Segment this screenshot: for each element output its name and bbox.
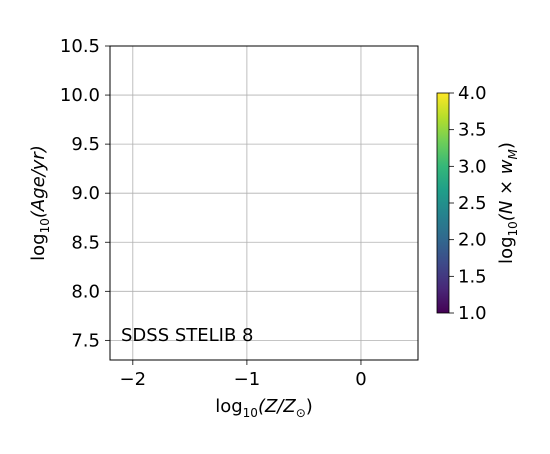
y-axis-label-prefix: log (28, 233, 49, 260)
y-tick-label: 10.5 (60, 36, 100, 57)
grid-lines (110, 45, 418, 360)
colorbar-tick-label: 4.0 (458, 83, 487, 104)
colorbar-tick-label: 3.0 (458, 156, 487, 177)
colorbar-label: log10(N × wM) (496, 142, 520, 264)
y-tick-label: 7.5 (71, 330, 100, 351)
y-axis-label-body: (Age/yr) (28, 145, 49, 218)
x-tick-label: 0 (355, 369, 366, 390)
x-axis-label-subscript: 10 (243, 406, 258, 420)
y-tick-label: 9.0 (71, 183, 100, 204)
colorbar-ticks: 1.0 1.5 2.0 2.5 3.0 3.5 4.0 (449, 83, 487, 324)
x-axis-ticks: −2 −1 0 (120, 360, 367, 390)
colorbar-label-subscript-2: M (506, 148, 520, 159)
colorbar (436, 92, 450, 314)
colorbar-tick-label: 1.0 (458, 303, 487, 324)
x-axis-label-suffix: ) (306, 396, 313, 417)
dataset-annotation: SDSS STELIB 8 (121, 325, 254, 346)
colorbar-label-body: (N × w (496, 159, 517, 221)
y-tick-label: 10.0 (60, 85, 100, 106)
x-axis-label: log10(Z/Z⊙) (215, 396, 313, 420)
plot-area-frame (109, 45, 419, 361)
colorbar-label-subscript: 10 (506, 221, 520, 236)
x-axis-label-body: (Z/Z (258, 396, 296, 417)
y-tick-label: 8.5 (71, 232, 100, 253)
y-axis-label: log10(Age/yr) (28, 145, 52, 261)
colorbar-tick-label: 2.5 (458, 193, 487, 214)
x-tick-label: −2 (120, 369, 147, 390)
colorbar-tick-label: 3.5 (458, 120, 487, 141)
y-axis-label-subscript: 10 (38, 218, 52, 233)
y-tick-label: 9.5 (71, 134, 100, 155)
colorbar-tick-label: 2.0 (458, 230, 487, 251)
colorbar-tick-label: 1.5 (458, 266, 487, 287)
y-tick-label: 8.0 (71, 281, 100, 302)
y-axis-ticks: 7.5 8.0 8.5 9.0 9.5 10.0 10.5 (60, 36, 110, 351)
colorbar-label-prefix: log (496, 236, 517, 263)
x-tick-label: −1 (234, 369, 261, 390)
colorbar-label-suffix: ) (496, 142, 517, 149)
x-axis-label-subscript-2: ⊙ (296, 406, 306, 420)
x-axis-label-prefix: log (215, 396, 242, 417)
